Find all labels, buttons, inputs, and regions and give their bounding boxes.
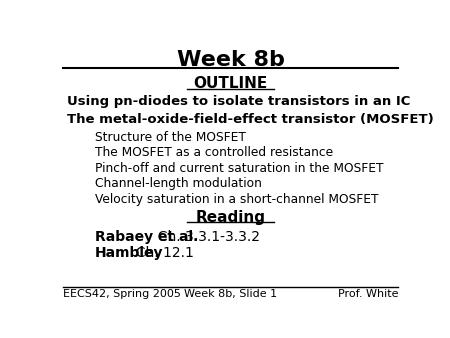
Text: Rabaey et al.: Rabaey et al. (94, 230, 198, 243)
Text: Reading: Reading (196, 210, 266, 225)
Text: Channel-length modulation: Channel-length modulation (94, 177, 261, 190)
Text: Velocity saturation in a short-channel MOSFET: Velocity saturation in a short-channel M… (94, 193, 378, 206)
Text: Ch. 3.3.1-3.3.2: Ch. 3.3.1-3.3.2 (148, 230, 260, 243)
Text: Prof. White: Prof. White (338, 289, 398, 298)
Text: EECS42, Spring 2005: EECS42, Spring 2005 (63, 289, 181, 298)
Text: Structure of the MOSFET: Structure of the MOSFET (94, 130, 246, 144)
Text: Week 8b, Slide 1: Week 8b, Slide 1 (184, 289, 277, 298)
Text: The metal-oxide-field-effect transistor (MOSFET): The metal-oxide-field-effect transistor … (67, 113, 433, 126)
Text: Ch. 12.1: Ch. 12.1 (127, 246, 194, 260)
Text: Hambley: Hambley (94, 246, 163, 260)
Text: OUTLINE: OUTLINE (194, 76, 268, 92)
Text: Using pn-diodes to isolate transistors in an IC: Using pn-diodes to isolate transistors i… (67, 95, 410, 108)
Text: The MOSFET as a controlled resistance: The MOSFET as a controlled resistance (94, 146, 333, 159)
Text: Pinch-off and current saturation in the MOSFET: Pinch-off and current saturation in the … (94, 162, 383, 175)
Text: Week 8b: Week 8b (177, 50, 284, 70)
